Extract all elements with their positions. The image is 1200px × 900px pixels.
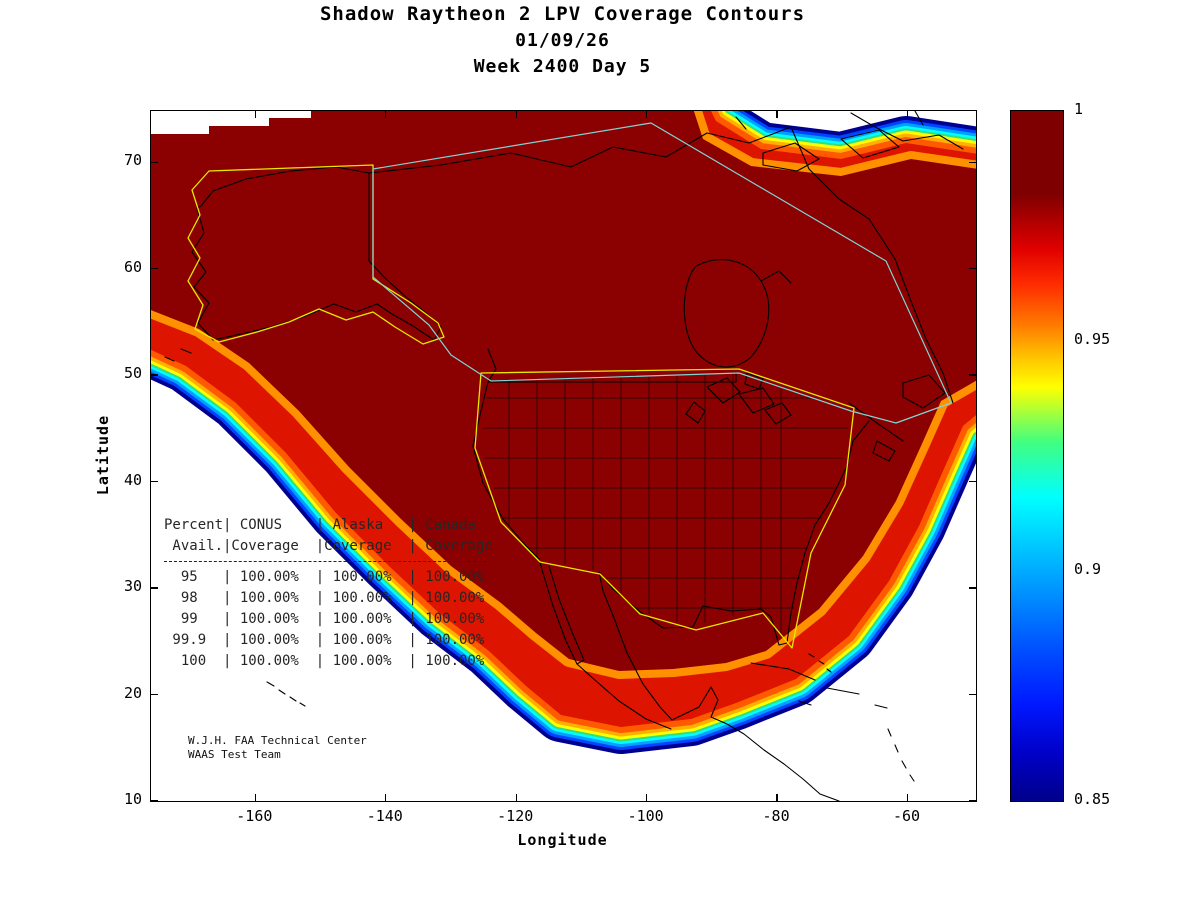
- x-tick-mark: [906, 794, 909, 801]
- y-tick-mark: [151, 374, 158, 376]
- y-tick-mark: [969, 693, 976, 696]
- state-boundaries: [481, 374, 851, 641]
- chart-title: Shadow Raytheon 2 LPV Coverage Contours: [319, 3, 806, 25]
- colorbar: [1010, 110, 1064, 802]
- y-tick-label: 60: [123, 257, 142, 276]
- x-tick-label: -80: [762, 807, 790, 825]
- grid-stairsteps: [151, 111, 311, 134]
- coverage-table: Percent| CONUS | Alaska | Canada Avail.|…: [164, 515, 493, 672]
- x-tick-mark: [515, 111, 517, 118]
- y-axis-ticks: 10 20 30 40 50 60 70: [84, 110, 142, 808]
- x-tick-mark: [254, 111, 257, 118]
- table-row: 100 | 100.00% | 100.00% | 100.00%: [164, 653, 485, 669]
- chart-week-day: Week 2400 Day 5: [473, 56, 652, 77]
- x-tick-label: -60: [892, 807, 921, 825]
- colorbar-tick-label: 0.95: [1074, 330, 1111, 348]
- table-row: 98 | 100.00% | 100.00% | 100.00%: [164, 590, 485, 606]
- x-tick-label: -160: [236, 807, 273, 825]
- colorbar-tick-label: 1: [1074, 100, 1084, 118]
- table-row: 95 | 100.00% | 100.00% | 100.00%: [164, 569, 485, 585]
- colorbar-tick-label: 0.9: [1074, 560, 1102, 578]
- x-tick-mark: [776, 794, 778, 801]
- y-tick-mark: [969, 480, 976, 483]
- x-tick-label: -120: [497, 807, 534, 825]
- service-volume-outlines: [187, 164, 855, 649]
- x-tick-mark: [646, 111, 648, 118]
- y-tick-mark: [151, 161, 158, 163]
- conus-outline: [474, 368, 855, 649]
- credit-annotation: W.J.H. FAA Technical Center WAAS Test Te…: [188, 734, 367, 762]
- y-tick-label: 30: [123, 577, 142, 596]
- y-tick-label: 70: [123, 151, 142, 170]
- y-tick-label: 20: [123, 683, 142, 702]
- x-tick-mark: [906, 111, 909, 118]
- title-block: Shadow Raytheon 2 LPV Coverage Contours …: [150, 0, 975, 77]
- x-tick-label: -100: [627, 807, 664, 825]
- x-tick-label: -140: [366, 807, 403, 825]
- y-tick-mark: [151, 587, 158, 589]
- coverage-map: [151, 111, 976, 801]
- y-tick-mark: [151, 267, 158, 270]
- x-tick-mark: [385, 111, 387, 118]
- table-row: 99.9 | 100.00% | 100.00% | 100.00%: [164, 632, 485, 648]
- y-tick-mark: [969, 161, 976, 163]
- x-tick-mark: [646, 794, 648, 801]
- alaska-outline: [187, 164, 445, 345]
- coverage-darkred-fill: [151, 111, 976, 671]
- x-tick-mark: [385, 794, 387, 801]
- coastlines: [164, 111, 964, 801]
- colorbar-tick-label: 0.85: [1074, 790, 1111, 808]
- table-header-line: Percent| CONUS | Alaska | Canada: [164, 517, 476, 533]
- x-axis-ticks: -160 -140 -120 -100 -80 -60: [150, 807, 975, 829]
- y-tick-mark: [969, 374, 976, 376]
- canada-outline: [372, 122, 952, 424]
- x-tick-mark: [254, 794, 257, 801]
- y-tick-mark: [969, 587, 976, 589]
- credit-line-1: W.J.H. FAA Technical Center: [188, 734, 367, 747]
- table-header-line: Avail.|Coverage |Coverage | Coverage: [164, 538, 493, 554]
- y-tick-label: 40: [123, 470, 142, 489]
- x-tick-mark: [776, 111, 778, 118]
- x-tick-mark: [515, 794, 517, 801]
- y-tick-mark: [151, 480, 158, 483]
- chart-date: 01/09/26: [515, 30, 610, 51]
- y-tick-mark: [969, 267, 976, 270]
- colorbar-ticks: 1 0.95 0.9 0.85: [1074, 100, 1144, 808]
- plot-area: Percent| CONUS | Alaska | Canada Avail.|…: [150, 110, 977, 802]
- credit-line-2: WAAS Test Team: [188, 748, 281, 761]
- table-separator: [164, 561, 486, 562]
- y-tick-label: 50: [123, 364, 142, 383]
- y-tick-mark: [151, 693, 158, 696]
- y-tick-mark: [969, 800, 976, 802]
- table-row: 99 | 100.00% | 100.00% | 100.00%: [164, 611, 485, 627]
- x-axis-label: Longitude: [517, 831, 608, 849]
- y-tick-label: 10: [123, 790, 142, 808]
- y-tick-mark: [151, 800, 158, 802]
